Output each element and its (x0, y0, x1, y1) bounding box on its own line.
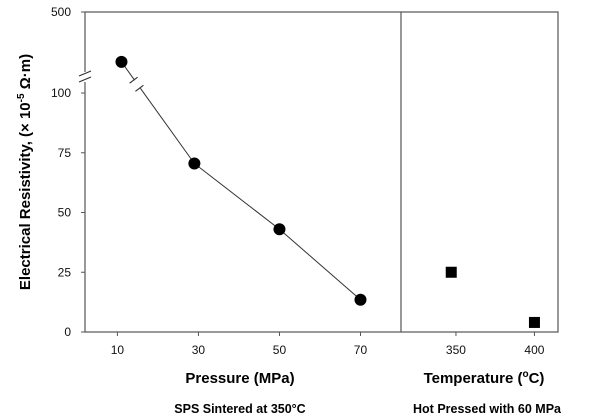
pressure-point (354, 294, 366, 306)
x-tick-label: 70 (354, 343, 368, 357)
pressure-x-axis: 10 30 50 70 (111, 332, 368, 357)
y-tick-label: 100 (51, 86, 71, 100)
x-tick-label: 400 (524, 343, 544, 357)
pressure-subtitle: SPS Sintered at 350°C (174, 402, 305, 416)
plot-border (85, 12, 558, 332)
y-tick-label: 75 (58, 146, 72, 160)
y-tick-label: 500 (51, 5, 71, 19)
pressure-point (188, 158, 200, 170)
y-tick-label: 50 (58, 206, 72, 220)
temperature-x-axis: 350 400 (446, 332, 545, 357)
pressure-point (115, 56, 127, 68)
series-line (194, 164, 279, 230)
pressure-axis-label: Pressure (MPa) (185, 370, 294, 387)
pressure-point (273, 223, 285, 235)
y-tick-label: 25 (58, 265, 72, 279)
x-tick-label: 30 (192, 343, 206, 357)
y-tick-label: 0 (64, 325, 71, 339)
series-line (140, 88, 194, 163)
series-line (279, 229, 360, 300)
x-tick-label: 10 (111, 343, 125, 357)
temperature-point (446, 267, 457, 278)
data-marks (115, 56, 539, 328)
temperature-axis-label: Temperature (oC) (424, 369, 545, 387)
y-axis-label: Electrical Resistivity, (× 10-5 Ω·m) (16, 54, 34, 290)
x-tick-label: 350 (446, 343, 466, 357)
x-tick-label: 50 (273, 343, 287, 357)
temperature-point (529, 317, 540, 328)
temperature-subtitle: Hot Pressed with 60 MPa (413, 402, 562, 416)
plot-frame (85, 12, 558, 332)
